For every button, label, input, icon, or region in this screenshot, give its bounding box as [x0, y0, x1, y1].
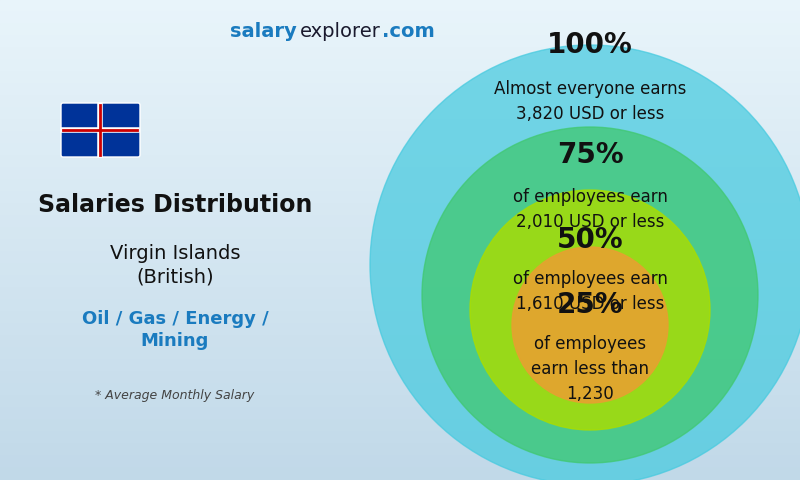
Bar — [0, 36, 800, 48]
Bar — [0, 372, 800, 384]
Bar — [0, 168, 800, 180]
Bar — [0, 288, 800, 300]
Bar — [0, 120, 800, 132]
Bar — [0, 216, 800, 228]
Text: Almost everyone earns
3,820 USD or less: Almost everyone earns 3,820 USD or less — [494, 80, 686, 123]
Text: of employees
earn less than
1,230: of employees earn less than 1,230 — [531, 335, 649, 403]
Bar — [0, 108, 800, 120]
Bar — [0, 420, 800, 432]
Text: 50%: 50% — [557, 226, 623, 254]
Bar — [0, 24, 800, 36]
Bar — [0, 324, 800, 336]
Bar — [0, 156, 800, 168]
Bar — [0, 204, 800, 216]
Bar — [0, 396, 800, 408]
Bar — [0, 180, 800, 192]
Circle shape — [470, 190, 710, 430]
Bar — [0, 48, 800, 60]
Bar — [0, 240, 800, 252]
FancyBboxPatch shape — [61, 103, 140, 157]
Circle shape — [370, 45, 800, 480]
Text: salary: salary — [230, 22, 297, 41]
Bar — [0, 0, 800, 12]
Bar — [0, 360, 800, 372]
Text: .com: .com — [382, 22, 434, 41]
Bar — [0, 276, 800, 288]
Text: of employees earn
2,010 USD or less: of employees earn 2,010 USD or less — [513, 188, 667, 231]
Bar — [0, 72, 800, 84]
Bar — [0, 228, 800, 240]
Text: Oil / Gas / Energy /
Mining: Oil / Gas / Energy / Mining — [82, 310, 268, 350]
Text: explorer: explorer — [300, 22, 381, 41]
Text: * Average Monthly Salary: * Average Monthly Salary — [95, 388, 254, 401]
Bar — [0, 192, 800, 204]
Bar — [0, 384, 800, 396]
Bar — [0, 432, 800, 444]
Text: 25%: 25% — [557, 291, 623, 319]
Bar — [0, 264, 800, 276]
Bar — [0, 312, 800, 324]
Bar — [0, 12, 800, 24]
Bar — [0, 252, 800, 264]
Bar — [0, 96, 800, 108]
Bar — [0, 444, 800, 456]
Bar — [0, 456, 800, 468]
Circle shape — [422, 127, 758, 463]
Bar — [0, 84, 800, 96]
Bar — [0, 60, 800, 72]
Text: Salaries Distribution: Salaries Distribution — [38, 193, 312, 217]
Bar — [0, 132, 800, 144]
Text: of employees earn
1,610 USD or less: of employees earn 1,610 USD or less — [513, 270, 667, 313]
Bar — [0, 468, 800, 480]
Bar — [0, 348, 800, 360]
Circle shape — [512, 247, 668, 403]
Text: 75%: 75% — [557, 141, 623, 169]
Bar — [0, 408, 800, 420]
Text: Virgin Islands
(British): Virgin Islands (British) — [110, 244, 240, 286]
Bar — [0, 336, 800, 348]
Text: 100%: 100% — [547, 31, 633, 59]
Bar — [0, 300, 800, 312]
Bar — [0, 144, 800, 156]
